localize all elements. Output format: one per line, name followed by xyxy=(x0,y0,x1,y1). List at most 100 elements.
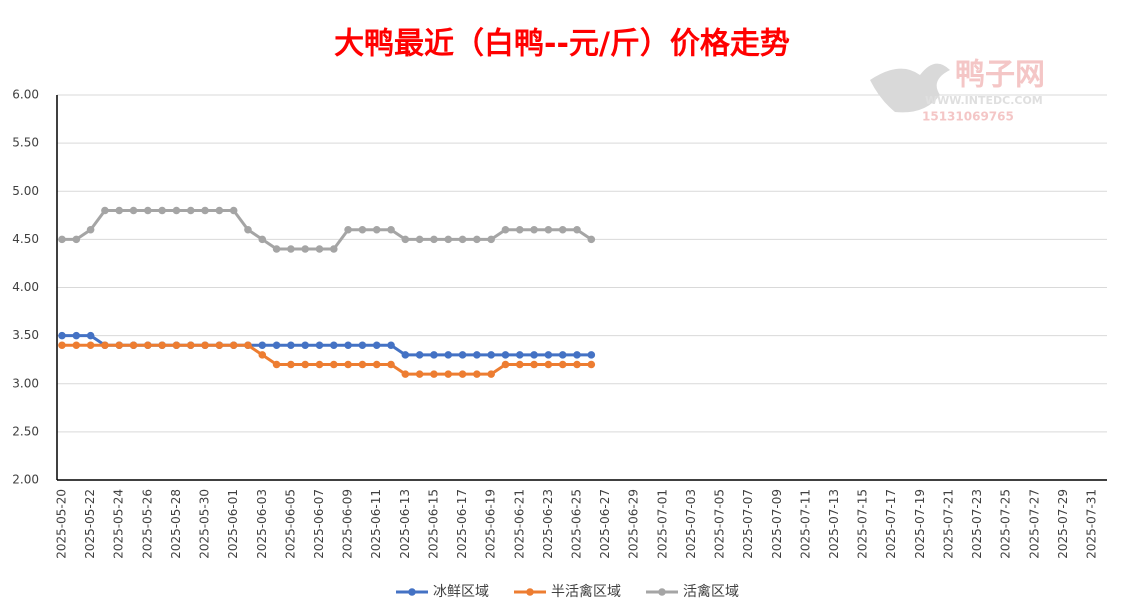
data-point xyxy=(544,225,553,234)
data-point xyxy=(372,225,381,234)
data-point xyxy=(272,245,281,253)
data-point xyxy=(344,341,352,350)
data-point xyxy=(144,206,152,215)
data-point xyxy=(86,331,95,340)
data-point xyxy=(244,225,252,234)
data-point xyxy=(473,235,481,244)
data-point xyxy=(515,351,524,359)
x-tick-label: 2025-06-27 xyxy=(598,489,612,559)
x-tick-label: 2025-07-31 xyxy=(1085,489,1099,559)
data-point xyxy=(315,360,324,369)
data-point xyxy=(330,341,338,350)
data-point xyxy=(201,206,209,215)
watermark-phone: 15131069765 xyxy=(922,110,1014,124)
data-point xyxy=(444,370,453,378)
data-point xyxy=(573,225,581,234)
data-point xyxy=(172,341,181,350)
y-tick-label: 4.00 xyxy=(12,280,39,294)
data-point xyxy=(587,360,596,369)
data-point xyxy=(72,331,81,340)
y-tick-label: 2.00 xyxy=(12,473,39,487)
data-point xyxy=(501,351,510,359)
data-point xyxy=(558,225,567,234)
data-point xyxy=(244,341,252,350)
data-point xyxy=(72,235,81,244)
data-point xyxy=(344,360,352,369)
data-point xyxy=(58,341,66,350)
data-point xyxy=(101,341,109,350)
data-point xyxy=(558,351,567,359)
data-point xyxy=(215,206,224,215)
data-point xyxy=(401,351,410,359)
data-point xyxy=(129,341,138,350)
data-point xyxy=(115,341,124,350)
data-point xyxy=(487,235,495,244)
watermark: 鸭子网 WWW.INTEDC.COM 15131069765 xyxy=(870,58,1045,124)
data-point xyxy=(129,206,138,215)
data-point xyxy=(487,351,495,359)
x-tick-label: 2025-07-03 xyxy=(684,489,698,559)
x-tick-label: 2025-05-26 xyxy=(140,489,154,559)
data-point xyxy=(530,351,538,359)
x-tick-label: 2025-07-27 xyxy=(1027,489,1041,559)
data-point xyxy=(372,360,381,369)
data-point xyxy=(144,341,152,350)
data-point xyxy=(58,235,66,244)
x-tick-label: 2025-06-25 xyxy=(570,489,584,559)
data-point xyxy=(72,341,81,350)
data-point xyxy=(458,351,467,359)
data-point xyxy=(272,360,281,369)
data-point xyxy=(158,206,166,215)
legend-marker xyxy=(658,588,666,596)
x-tick-label: 2025-07-21 xyxy=(941,489,955,559)
data-point xyxy=(287,341,295,350)
data-point xyxy=(315,341,324,350)
data-point xyxy=(301,341,309,350)
data-point xyxy=(573,351,581,359)
legend-label: 冰鲜区域 xyxy=(433,584,489,600)
data-point xyxy=(387,341,395,350)
data-point xyxy=(501,225,510,234)
x-tick-label: 2025-06-09 xyxy=(341,489,355,559)
data-point xyxy=(258,351,267,359)
data-point xyxy=(458,370,467,378)
x-tick-label: 2025-07-07 xyxy=(741,489,755,559)
data-point xyxy=(101,206,109,215)
x-tick-label: 2025-07-15 xyxy=(856,489,870,559)
data-point xyxy=(215,341,224,350)
x-tick-label: 2025-06-05 xyxy=(283,489,297,559)
x-tick-label: 2025-06-21 xyxy=(512,489,526,559)
data-point xyxy=(573,360,581,369)
data-point xyxy=(387,225,395,234)
data-point xyxy=(344,225,352,234)
data-point xyxy=(587,351,596,359)
data-point xyxy=(444,351,453,359)
data-point xyxy=(401,370,410,378)
series-line xyxy=(62,209,593,251)
x-tick-label: 2025-05-24 xyxy=(112,489,126,559)
x-tick-label: 2025-05-22 xyxy=(83,489,97,559)
legend-marker xyxy=(526,588,534,596)
data-point xyxy=(587,235,596,244)
data-point xyxy=(487,370,495,378)
data-point xyxy=(358,341,367,350)
data-point xyxy=(415,235,424,244)
data-point xyxy=(358,225,367,234)
x-tick-label: 2025-05-30 xyxy=(198,489,212,559)
data-point xyxy=(58,331,66,340)
x-tick-label: 2025-07-09 xyxy=(770,489,784,559)
x-tick-label: 2025-06-03 xyxy=(255,489,269,559)
data-point xyxy=(415,351,424,359)
x-tick-label: 2025-06-23 xyxy=(541,489,555,559)
x-tick-label: 2025-07-11 xyxy=(798,489,812,559)
data-point xyxy=(229,206,238,215)
x-tick-label: 2025-06-15 xyxy=(426,489,440,559)
data-point xyxy=(229,341,238,350)
x-tick-label: 2025-07-25 xyxy=(999,489,1013,559)
x-tick-label: 2025-05-28 xyxy=(169,489,183,559)
y-tick-label: 6.00 xyxy=(12,88,39,102)
x-tick-label: 2025-07-01 xyxy=(655,489,669,559)
x-tick-label: 2025-06-11 xyxy=(369,489,383,559)
data-point xyxy=(430,235,438,244)
x-tick-label: 2025-07-23 xyxy=(970,489,984,559)
